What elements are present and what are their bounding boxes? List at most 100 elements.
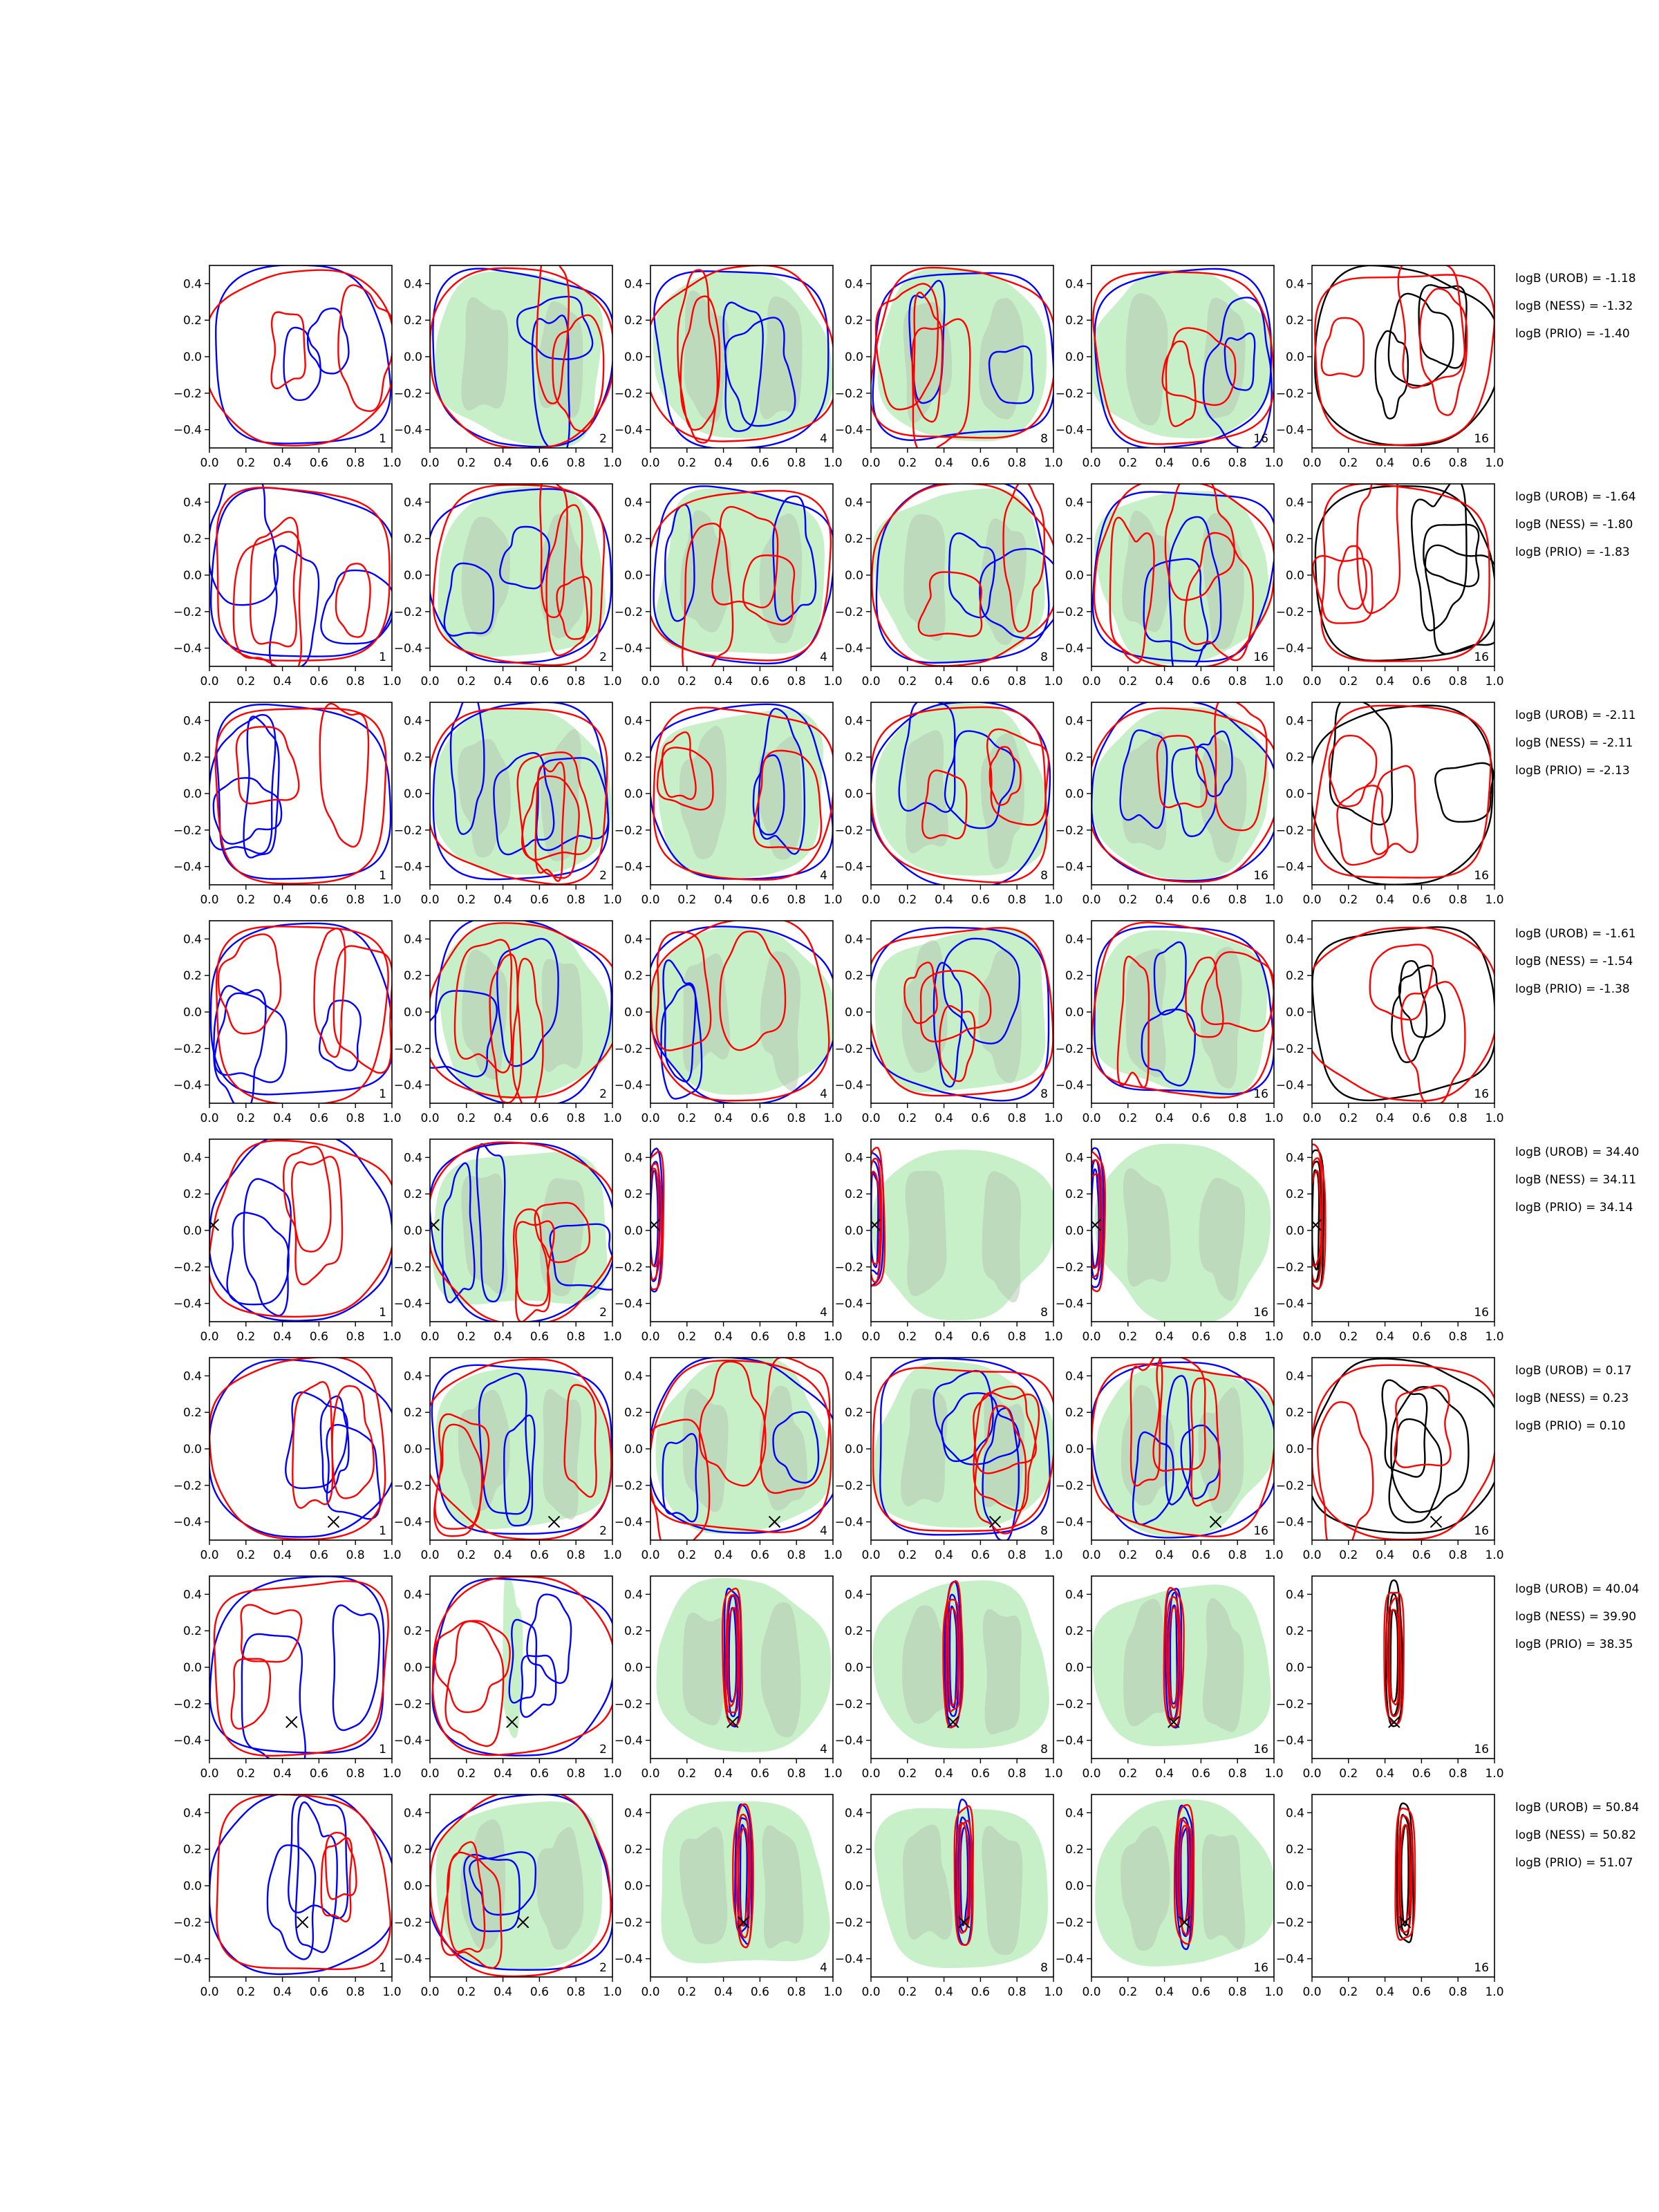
logb-annotation: logB (UROB) = 50.84 (1515, 1801, 1639, 1815)
y-tick-label: −0.2 (1276, 387, 1304, 401)
contour-line (944, 730, 1015, 830)
x-tick-label: 0.8 (1008, 893, 1027, 907)
contour-line (1165, 1596, 1182, 1721)
truth-marker (1091, 1219, 1101, 1231)
contour-line (453, 939, 513, 1074)
x-tick-label: 1.0 (1264, 1767, 1283, 1781)
y-tick-label: −0.4 (1056, 424, 1084, 438)
logb-annotation: logB (NESS) = 0.23 (1515, 1391, 1629, 1405)
y-tick-label: 0.4 (404, 1369, 422, 1383)
x-tick-label: 0.4 (714, 893, 733, 907)
truth-marker (296, 1916, 309, 1929)
y-tick-label: 0.2 (183, 1624, 202, 1638)
x-tick-label: 0.0 (200, 675, 218, 688)
panel-plot-area (1383, 1579, 1405, 1728)
y-tick-label: 0.2 (624, 969, 643, 983)
x-tick-label: 0.2 (677, 1330, 696, 1344)
contour-line (1336, 785, 1389, 866)
y-tick-label: −0.2 (1276, 1479, 1304, 1493)
contour-line (662, 1433, 699, 1523)
x-tick-label: 1.0 (1044, 1985, 1062, 1999)
x-tick-label: 1.0 (1264, 456, 1283, 470)
contour-line (241, 1633, 306, 1759)
y-tick-label: 0.2 (183, 751, 202, 765)
x-tick-label: 0.6 (1412, 1985, 1431, 1999)
density-fill (871, 1361, 1053, 1528)
x-tick-label: 0.0 (641, 456, 659, 470)
x-tick-label: 0.2 (457, 675, 476, 688)
x-tick-label: 0.6 (1412, 1548, 1431, 1562)
x-tick-label: 0.8 (346, 456, 365, 470)
panel-number-label: 8 (1040, 1524, 1048, 1538)
y-tick-label: 0.2 (1286, 1188, 1304, 1201)
contour-line (430, 922, 612, 1098)
contour-line (1383, 1591, 1405, 1725)
panel-plot-area (650, 265, 833, 448)
truth-marker (768, 1515, 781, 1528)
axes-frame (1311, 1794, 1495, 1978)
x-tick-label: 0.4 (1155, 675, 1174, 688)
contour-line (1143, 558, 1209, 652)
y-tick-label: 0.2 (183, 1188, 202, 1201)
y-tick-label: 0.2 (404, 1843, 422, 1857)
contour-line (1418, 284, 1468, 369)
contour-line (724, 1594, 740, 1714)
density-core (902, 1605, 953, 1724)
x-tick-label: 0.2 (1118, 1112, 1137, 1125)
panel-plot-area (1091, 702, 1274, 883)
y-tick-label: 0.0 (624, 1880, 643, 1893)
x-tick-label: 0.8 (787, 1548, 806, 1562)
y-tick-label: −0.2 (394, 824, 422, 838)
panel-r2-c4: 0.0 0.2 0.4 0.6 0.8 1.0 0.4 0.2 0.0 −0.2 −0.4 8 (835, 483, 1063, 688)
truth-marker (285, 1716, 298, 1728)
y-tick-label: 0.0 (845, 1880, 863, 1893)
contour-line (209, 922, 392, 1096)
y-tick-label: −0.4 (174, 424, 202, 438)
y-tick-label: 0.4 (1286, 1369, 1304, 1383)
contour-line (440, 1851, 503, 1969)
y-tick-label: 0.2 (845, 1624, 863, 1638)
y-tick-label: 0.4 (845, 1806, 863, 1820)
truth-marker (327, 1515, 340, 1528)
contour-line (434, 1413, 490, 1530)
x-tick-label: 0.4 (494, 675, 512, 688)
contour-line (724, 317, 796, 427)
y-tick-label: −0.4 (615, 1953, 643, 1967)
density-core (1199, 737, 1247, 863)
x-tick-label: 0.2 (677, 675, 696, 688)
x-tick-label: 0.2 (1118, 893, 1137, 907)
x-tick-label: 0.0 (1082, 1767, 1100, 1781)
panel-number-label: 8 (1040, 1306, 1048, 1320)
contour-line (650, 1358, 833, 1534)
contour-line (469, 1851, 536, 1916)
y-tick-label: 0.4 (183, 277, 202, 291)
truth-marker (947, 1716, 959, 1728)
y-tick-label: 0.2 (1286, 969, 1304, 983)
panel-r7-c5: 0.0 0.2 0.4 0.6 0.8 1.0 0.4 0.2 0.0 −0.2 −0.4 16 (1056, 1575, 1284, 1781)
panel-number-label: 1 (379, 432, 386, 446)
contour-line (1387, 292, 1454, 387)
y-tick-label: −0.2 (1276, 824, 1304, 838)
x-tick-label: 0.2 (236, 456, 255, 470)
y-tick-label: 0.4 (624, 1588, 643, 1602)
contour-line (1328, 734, 1378, 807)
panel-number-label: 1 (379, 1961, 386, 1975)
y-tick-label: −0.2 (615, 1698, 643, 1712)
panel-r3-c2: 0.0 0.2 0.4 0.6 0.8 1.0 0.4 0.2 0.0 −0.2 −0.4 2 (394, 702, 622, 907)
y-tick-label: −0.4 (615, 1516, 643, 1530)
panel-r5-c2: 0.0 0.2 0.4 0.6 0.8 1.0 0.4 0.2 0.0 −0.2 −0.4 2 (394, 1138, 622, 1344)
contour-line (1381, 1379, 1428, 1478)
x-tick-label: 0.0 (861, 1985, 880, 1999)
density-core (760, 1602, 801, 1738)
x-tick-label: 0.6 (530, 675, 549, 688)
x-tick-label: 0.6 (310, 1112, 328, 1125)
density-core (1121, 1826, 1170, 1951)
x-tick-label: 0.4 (1155, 1767, 1174, 1781)
contour-line (1091, 1159, 1103, 1279)
y-tick-label: 0.4 (404, 932, 422, 946)
y-tick-label: 0.4 (1065, 496, 1084, 509)
y-tick-label: 0.0 (1286, 1224, 1304, 1238)
x-tick-label: 0.2 (898, 1767, 917, 1781)
y-tick-label: −0.4 (835, 861, 863, 874)
contour-line (209, 1358, 392, 1538)
